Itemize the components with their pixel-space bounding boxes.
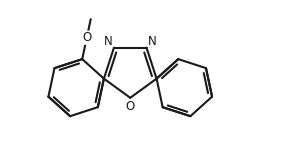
Text: N: N — [148, 35, 157, 48]
Text: N: N — [104, 35, 112, 48]
Text: O: O — [126, 100, 135, 113]
Text: O: O — [82, 31, 91, 44]
